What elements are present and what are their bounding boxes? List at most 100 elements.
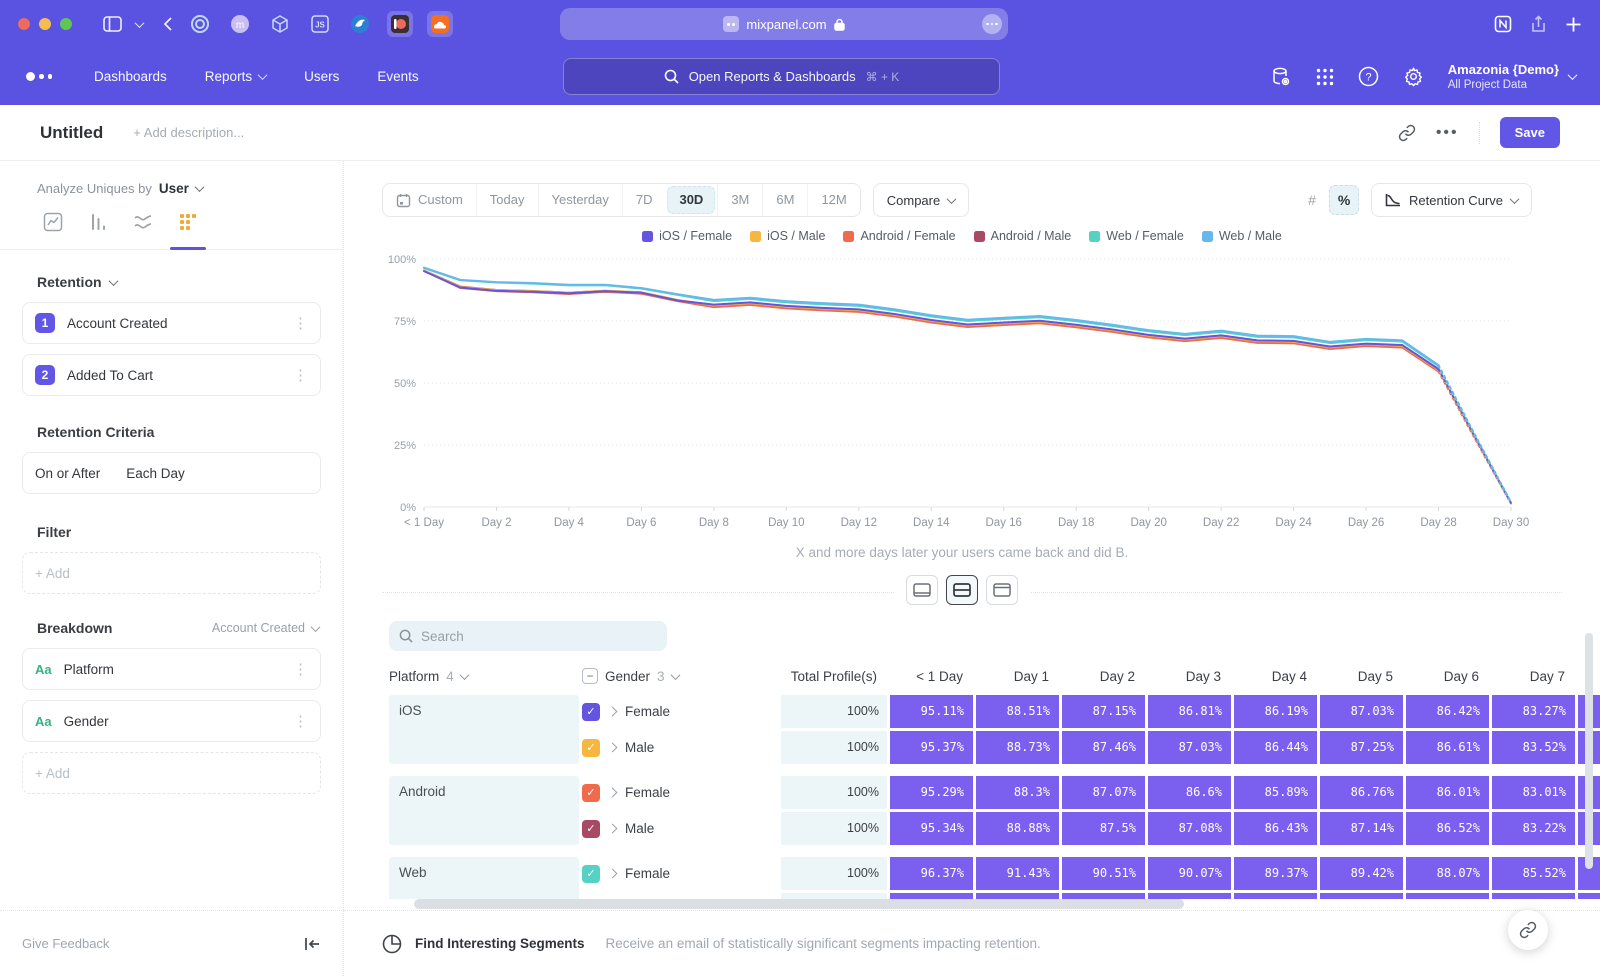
platform-cell[interactable]: Android — [389, 776, 579, 845]
sidebar-toggle-icon[interactable] — [103, 16, 122, 32]
new-tab-icon[interactable] — [1565, 16, 1582, 33]
retention-value-cell[interactable] — [1578, 893, 1600, 899]
tab-retention[interactable] — [177, 212, 199, 249]
date-range-custom[interactable]: Custom — [383, 184, 476, 216]
expand-row-icon[interactable] — [608, 869, 618, 879]
retention-value-cell[interactable]: 87.25% — [1320, 731, 1403, 764]
retention-value-cell[interactable]: 87.46% — [1062, 731, 1145, 764]
platform-cell[interactable]: Web — [389, 857, 579, 899]
retention-value-cell[interactable]: 89.42% — [1320, 857, 1403, 890]
retention-value-cell[interactable]: 90.07% — [1148, 857, 1231, 890]
gender-column-header[interactable]: − Gender 3 — [582, 668, 778, 684]
give-feedback-link[interactable]: Give Feedback — [22, 936, 109, 951]
notion-extension-icon[interactable] — [1494, 15, 1512, 33]
compare-button[interactable]: Compare — [873, 183, 969, 217]
percent-mode-button[interactable]: % — [1329, 185, 1359, 215]
day-column-header[interactable]: Day 7 — [1492, 669, 1575, 684]
expand-row-icon[interactable] — [608, 707, 618, 717]
favicon-js[interactable]: JS — [307, 11, 333, 37]
retention-criteria-card[interactable]: On or After Each Day — [22, 452, 321, 494]
series-line-projected[interactable] — [1439, 365, 1511, 502]
day-column-header[interactable]: Day 6 — [1406, 669, 1489, 684]
expand-row-icon[interactable] — [608, 743, 618, 753]
add-breakdown-button[interactable]: + Add — [22, 752, 321, 794]
retention-value-cell[interactable]: 86.76% — [1320, 776, 1403, 809]
retention-value-cell[interactable]: 86.01% — [1406, 776, 1489, 809]
day-column-header[interactable]: Day 2 — [1062, 669, 1145, 684]
series-checkbox[interactable]: ✓ — [582, 820, 600, 838]
retention-value-cell[interactable]: 86.81% — [1148, 695, 1231, 728]
absolute-mode-button[interactable]: # — [1297, 185, 1327, 215]
series-checkbox[interactable]: ✓ — [582, 739, 600, 757]
retention-value-cell[interactable]: 91.43% — [976, 857, 1059, 890]
retention-value-cell[interactable]: 88.51% — [976, 695, 1059, 728]
retention-value-cell[interactable]: 86.6% — [1148, 776, 1231, 809]
tab-funnels[interactable] — [87, 212, 109, 249]
day-column-header[interactable]: Day 1 — [976, 669, 1059, 684]
retention-value-cell[interactable] — [1492, 893, 1575, 899]
project-switcher[interactable]: Amazonia {Demo} All Project Data — [1448, 62, 1576, 91]
retention-value-cell[interactable]: 95.37% — [890, 731, 973, 764]
retention-value-cell[interactable]: 88.73% — [976, 731, 1059, 764]
kebab-menu-icon[interactable]: ⋮ — [293, 712, 308, 730]
retention-value-cell[interactable] — [1406, 893, 1489, 899]
date-range-yesterday[interactable]: Yesterday — [538, 184, 622, 216]
help-icon[interactable]: ? — [1358, 66, 1379, 87]
window-zoom-button[interactable] — [60, 18, 72, 30]
nav-link-reports[interactable]: Reports — [205, 69, 266, 84]
platform-cell[interactable]: iOS — [389, 695, 579, 764]
retention-value-cell[interactable]: 88.07% — [1406, 857, 1489, 890]
favicon-mixpanel-tab[interactable] — [387, 11, 413, 37]
retention-value-cell[interactable]: 83.22% — [1492, 812, 1575, 845]
legend-item[interactable]: Web / Female — [1089, 229, 1184, 243]
favicon-soundcloud[interactable] — [427, 11, 453, 37]
settings-gear-icon[interactable] — [1403, 66, 1424, 87]
retention-value-cell[interactable] — [1320, 893, 1403, 899]
legend-item[interactable]: Android / Female — [843, 229, 955, 243]
apps-grid-icon[interactable] — [1316, 68, 1334, 86]
retention-value-cell[interactable]: 87.14% — [1320, 812, 1403, 845]
kebab-menu-icon[interactable]: ⋮ — [293, 366, 308, 384]
report-title[interactable]: Untitled — [40, 123, 103, 143]
collapse-all-checkbox[interactable]: − — [582, 668, 598, 684]
breakdown-event-select[interactable]: Account Created — [212, 621, 319, 635]
date-range-3m[interactable]: 3M — [717, 184, 762, 216]
retention-value-cell[interactable]: 87.08% — [1148, 812, 1231, 845]
retention-section-label[interactable]: Retention — [37, 274, 102, 290]
platform-column-header[interactable]: Platform 4 — [389, 669, 579, 684]
retention-value-cell[interactable]: 87.07% — [1062, 776, 1145, 809]
nav-link-users[interactable]: Users — [304, 69, 339, 84]
retention-value-cell[interactable]: 87.03% — [1148, 731, 1231, 764]
retention-value-cell[interactable]: 95.34% — [890, 812, 973, 845]
retention-value-cell[interactable]: 87.5% — [1062, 812, 1145, 845]
back-icon[interactable] — [163, 16, 173, 32]
retention-value-cell[interactable]: 88.3% — [976, 776, 1059, 809]
day-column-header[interactable]: Day 3 — [1148, 669, 1231, 684]
expand-row-icon[interactable] — [608, 824, 618, 834]
retention-value-cell[interactable]: 95.29% — [890, 776, 973, 809]
series-checkbox[interactable]: ✓ — [582, 865, 600, 883]
retention-value-cell[interactable]: 86.43% — [1234, 812, 1317, 845]
retention-value-cell[interactable]: 85.89% — [1234, 776, 1317, 809]
add-description[interactable]: + Add description... — [133, 125, 244, 140]
retention-value-cell[interactable]: 88.88% — [976, 812, 1059, 845]
legend-item[interactable]: Android / Male — [974, 229, 1072, 243]
date-range-today[interactable]: Today — [476, 184, 538, 216]
add-filter-button[interactable]: + Add — [22, 552, 321, 594]
chevron-down-icon[interactable] — [135, 18, 145, 28]
retention-value-cell[interactable] — [1234, 893, 1317, 899]
url-bar[interactable]: mixpanel.com — [560, 8, 1008, 40]
legend-item[interactable]: iOS / Female — [642, 229, 732, 243]
global-search[interactable]: Open Reports & Dashboards ⌘ + K — [563, 58, 1000, 95]
nav-link-events[interactable]: Events — [377, 69, 418, 84]
series-line[interactable] — [424, 268, 1439, 366]
tab-insights[interactable] — [42, 212, 64, 249]
window-minimize-button[interactable] — [39, 18, 51, 30]
criteria-condition[interactable]: On or After — [35, 466, 100, 481]
day-column-header[interactable]: < 1 Day — [890, 669, 973, 684]
retention-value-cell[interactable]: 87.15% — [1062, 695, 1145, 728]
layout-chart-only-button[interactable] — [906, 575, 938, 605]
favicon-cube[interactable] — [267, 11, 293, 37]
retention-value-cell[interactable]: 86.61% — [1406, 731, 1489, 764]
legend-item[interactable]: iOS / Male — [750, 229, 825, 243]
